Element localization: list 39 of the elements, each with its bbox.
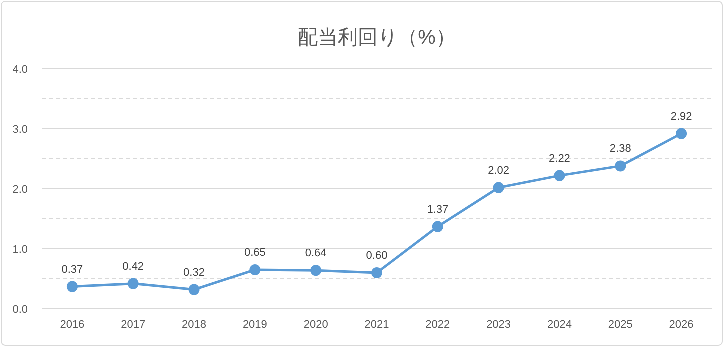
point [554, 170, 566, 182]
point [66, 281, 78, 292]
point [615, 160, 626, 172]
point [310, 265, 322, 276]
x-tick-label: 2023 [486, 319, 512, 331]
point [676, 128, 688, 140]
x-tick-label: 2025 [608, 319, 633, 331]
y-tick-label: 2.0 [12, 184, 28, 196]
x-tick-label: 2020 [304, 319, 328, 331]
x-tick-label: 2021 [364, 319, 390, 331]
point [372, 268, 382, 278]
x-tick-label: 2017 [121, 319, 146, 331]
data-label: 0.32 [184, 266, 205, 279]
data-label: 1.37 [427, 204, 449, 216]
x-tick-label: 2024 [547, 319, 572, 331]
data-label: 0.37 [62, 264, 84, 276]
data-label: 2.02 [488, 164, 510, 177]
point [250, 264, 261, 276]
data-label: 0.64 [305, 248, 327, 260]
data-label: 0.65 [244, 247, 266, 259]
y-tick-label: 0.0 [12, 304, 28, 316]
point [128, 278, 139, 290]
data-label: 2.38 [610, 143, 632, 156]
x-tick-label: 2026 [669, 319, 694, 331]
data-label: 2.22 [549, 152, 570, 165]
point [432, 221, 444, 232]
data-label: 0.42 [122, 260, 144, 273]
x-tick-label: 2019 [242, 319, 268, 331]
x-tick-label: 2018 [182, 319, 207, 331]
point [188, 284, 200, 296]
data-label: 2.92 [670, 110, 692, 123]
data-label: 0.60 [366, 250, 388, 262]
x-tick-label: 2022 [426, 319, 450, 331]
y-tick-label: 3.0 [12, 124, 28, 136]
point [493, 182, 504, 194]
x-tick-label: 2016 [60, 319, 85, 331]
y-tick-label: 1.0 [12, 244, 28, 256]
y-tick-label: 4.0 [12, 64, 28, 76]
chart-title: 配当利回り（%） [298, 27, 456, 49]
